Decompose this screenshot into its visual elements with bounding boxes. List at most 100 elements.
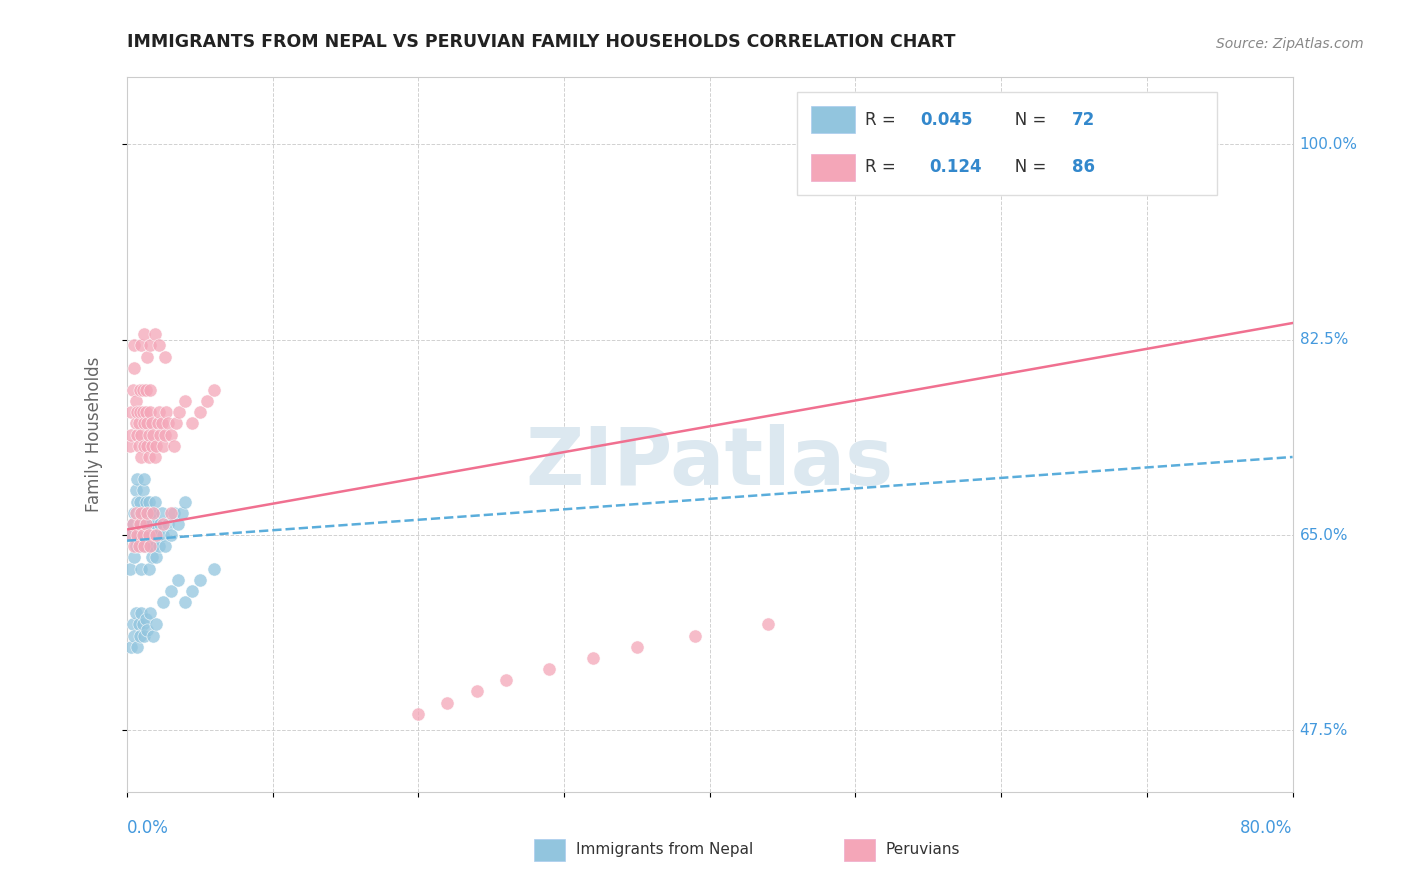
- Point: [181, 417, 204, 431]
- Point: [132, 405, 155, 419]
- Point: [131, 516, 153, 531]
- Point: [134, 439, 156, 453]
- Point: [127, 494, 149, 508]
- Point: [149, 427, 172, 442]
- Point: [683, 629, 706, 643]
- Point: [136, 439, 159, 453]
- Point: [756, 617, 779, 632]
- Point: [174, 595, 197, 609]
- Point: [139, 539, 162, 553]
- Text: N =: N =: [998, 159, 1052, 177]
- Point: [122, 550, 145, 565]
- Point: [132, 528, 155, 542]
- Point: [121, 516, 143, 531]
- Point: [195, 394, 218, 409]
- Point: [153, 350, 176, 364]
- Point: [141, 417, 163, 431]
- Point: [120, 427, 142, 442]
- Point: [165, 417, 187, 431]
- Point: [146, 528, 169, 542]
- Point: [128, 617, 150, 632]
- Point: [148, 405, 170, 419]
- Point: [138, 494, 160, 508]
- Point: [408, 706, 430, 721]
- Point: [124, 607, 146, 621]
- Point: [188, 573, 211, 587]
- Point: [155, 405, 177, 419]
- Point: [167, 573, 190, 587]
- Point: [139, 338, 162, 352]
- Point: [131, 561, 153, 575]
- Point: [181, 583, 204, 598]
- Point: [145, 439, 167, 453]
- Point: [121, 516, 143, 531]
- Point: [122, 360, 145, 375]
- Point: [143, 494, 166, 508]
- Point: [138, 528, 160, 542]
- Point: [136, 417, 159, 431]
- Point: [132, 506, 155, 520]
- Point: [122, 629, 145, 643]
- Point: [135, 383, 157, 397]
- Point: [124, 483, 146, 498]
- Point: [124, 539, 146, 553]
- Point: [136, 623, 159, 637]
- Point: [135, 612, 157, 626]
- Point: [142, 506, 165, 520]
- Point: [124, 506, 146, 520]
- Point: [169, 405, 191, 419]
- Text: Source: ZipAtlas.com: Source: ZipAtlas.com: [1216, 37, 1364, 51]
- Point: [156, 417, 179, 431]
- Point: [142, 427, 165, 442]
- Point: [131, 427, 153, 442]
- Point: [167, 516, 190, 531]
- Point: [150, 417, 173, 431]
- Point: [131, 338, 153, 352]
- Point: [143, 327, 166, 342]
- Point: [1136, 148, 1159, 162]
- Point: [122, 506, 145, 520]
- Point: [129, 405, 152, 419]
- Point: [135, 405, 157, 419]
- Point: [120, 405, 142, 419]
- Point: [139, 607, 162, 621]
- Point: [134, 327, 156, 342]
- Text: 65.0%: 65.0%: [1299, 527, 1348, 542]
- Point: [120, 528, 142, 542]
- Y-axis label: Family Households: Family Households: [86, 357, 103, 512]
- Point: [149, 516, 172, 531]
- Point: [121, 617, 143, 632]
- Point: [152, 439, 174, 453]
- Point: [159, 506, 181, 520]
- Point: [122, 539, 145, 553]
- Point: [202, 561, 225, 575]
- Point: [162, 506, 184, 520]
- Text: 82.5%: 82.5%: [1299, 332, 1348, 347]
- Point: [120, 640, 142, 654]
- Point: [436, 696, 458, 710]
- Text: IMMIGRANTS FROM NEPAL VS PERUVIAN FAMILY HOUSEHOLDS CORRELATION CHART: IMMIGRANTS FROM NEPAL VS PERUVIAN FAMILY…: [127, 33, 956, 51]
- Point: [150, 506, 173, 520]
- Point: [146, 417, 169, 431]
- Point: [153, 427, 176, 442]
- Text: 72: 72: [1073, 111, 1095, 128]
- Point: [132, 617, 155, 632]
- Point: [152, 516, 174, 531]
- Point: [136, 506, 159, 520]
- Point: [143, 450, 166, 464]
- Point: [131, 450, 153, 464]
- Point: [148, 539, 170, 553]
- Point: [132, 383, 155, 397]
- Point: [136, 506, 159, 520]
- Point: [135, 494, 157, 508]
- Point: [141, 528, 163, 542]
- Point: [118, 561, 141, 575]
- Text: N =: N =: [998, 111, 1052, 128]
- Point: [128, 516, 150, 531]
- Point: [127, 472, 149, 486]
- Text: R =: R =: [865, 111, 901, 128]
- Point: [143, 528, 166, 542]
- Point: [138, 427, 160, 442]
- Text: Immigrants from Nepal: Immigrants from Nepal: [576, 842, 754, 857]
- Point: [139, 506, 162, 520]
